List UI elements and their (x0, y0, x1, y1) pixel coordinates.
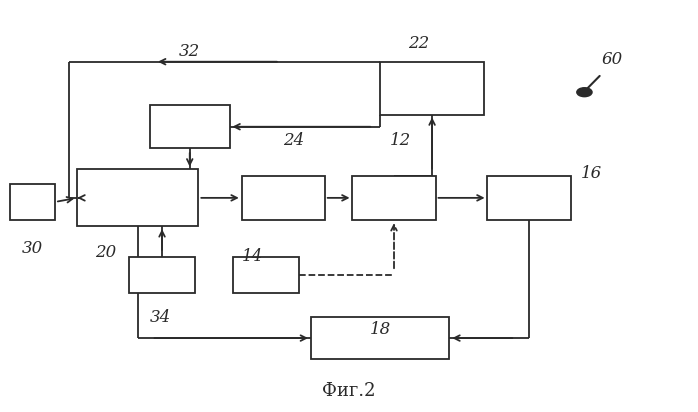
FancyBboxPatch shape (10, 184, 55, 220)
Text: 20: 20 (95, 244, 116, 261)
Text: 18: 18 (369, 321, 391, 339)
FancyBboxPatch shape (150, 105, 230, 148)
Text: 14: 14 (242, 248, 262, 265)
Text: 16: 16 (581, 165, 602, 182)
Circle shape (577, 88, 592, 97)
FancyBboxPatch shape (77, 169, 198, 226)
Text: 24: 24 (283, 133, 304, 150)
Text: 22: 22 (408, 35, 429, 52)
Text: 60: 60 (602, 51, 623, 68)
FancyBboxPatch shape (242, 176, 325, 220)
Text: 34: 34 (150, 309, 171, 326)
FancyBboxPatch shape (311, 317, 450, 359)
FancyBboxPatch shape (352, 176, 436, 220)
Text: 30: 30 (22, 240, 43, 257)
FancyBboxPatch shape (487, 176, 570, 220)
FancyBboxPatch shape (380, 62, 484, 115)
Text: 32: 32 (179, 43, 200, 60)
FancyBboxPatch shape (129, 257, 195, 293)
Text: Фиг.2: Фиг.2 (322, 382, 376, 400)
FancyBboxPatch shape (233, 257, 299, 293)
Text: 12: 12 (390, 133, 412, 150)
